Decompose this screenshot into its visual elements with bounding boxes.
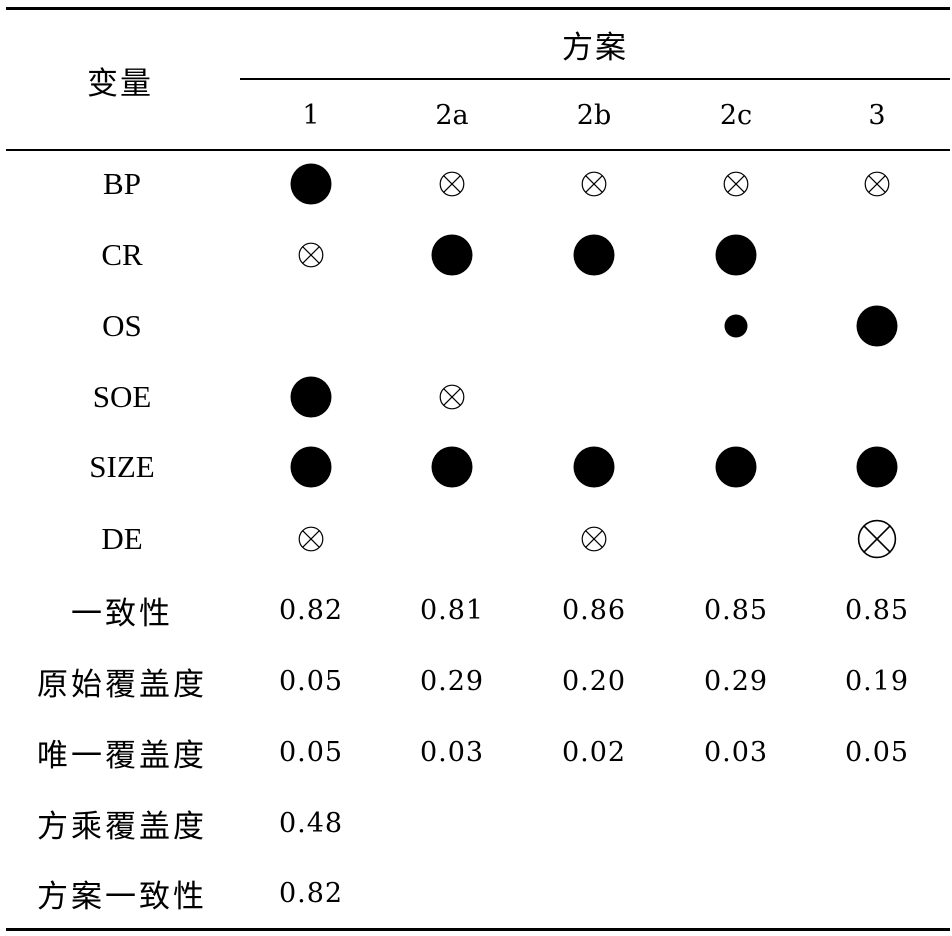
stat-value: 0.19 (844, 665, 910, 697)
core-present-icon (856, 305, 898, 347)
column-header-2a: 2a (435, 99, 469, 131)
peripheral-absent-icon (439, 384, 465, 410)
peripheral-absent-icon (581, 171, 607, 197)
core-present-icon (856, 446, 898, 488)
stat-value: 0.05 (844, 736, 910, 768)
core-present-icon (573, 446, 615, 488)
stat-value: 0.82 (278, 877, 344, 909)
stat-value: 0.48 (278, 807, 344, 839)
stat-label: 唯一覆盖度 (37, 737, 207, 773)
core-absent-icon (857, 519, 897, 559)
stat-value: 0.02 (561, 736, 627, 768)
core-present-icon (290, 446, 332, 488)
core-present-icon (290, 376, 332, 418)
column-header-1: 1 (302, 99, 320, 131)
row-label-bp: BP (103, 166, 141, 201)
peripheral-absent-icon (439, 171, 465, 197)
core-present-icon (715, 446, 757, 488)
peripheral-absent-icon (298, 242, 324, 268)
stat-value: 0.05 (278, 665, 344, 697)
stat-value: 0.85 (703, 594, 769, 626)
column-header-2b: 2b (576, 99, 612, 131)
stat-value: 0.20 (561, 665, 627, 697)
stat-label: 一致性 (71, 595, 173, 631)
peripheral-absent-icon (298, 526, 324, 552)
core-present-icon (715, 234, 757, 276)
core-present-icon (431, 234, 473, 276)
row-label-size: SIZE (89, 449, 155, 484)
stat-label: 原始覆盖度 (37, 666, 207, 702)
stat-value: 0.03 (419, 736, 485, 768)
core-present-icon (431, 446, 473, 488)
stat-value: 0.81 (419, 594, 485, 626)
header-bottom-rule (6, 149, 950, 151)
group-header-label: 方案 (562, 29, 628, 65)
stat-value: 0.03 (703, 736, 769, 768)
group-header-rule (240, 78, 950, 80)
row-label-de: DE (101, 521, 143, 556)
row-label-cr: CR (101, 237, 143, 272)
row-header-label: 变量 (87, 65, 153, 101)
stat-value: 0.86 (561, 594, 627, 626)
stat-value: 0.82 (278, 594, 344, 626)
core-present-icon (290, 163, 332, 205)
row-label-os: OS (102, 308, 142, 343)
peripheral-absent-icon (864, 171, 890, 197)
column-header-3: 3 (868, 99, 886, 131)
stat-label: 方案一致性 (37, 878, 207, 914)
core-present-icon (573, 234, 615, 276)
stat-value: 0.29 (419, 665, 485, 697)
stat-value: 0.05 (278, 736, 344, 768)
bottom-rule (6, 928, 950, 931)
peripheral-present-icon (724, 314, 748, 338)
stat-value: 0.85 (844, 594, 910, 626)
row-label-soe: SOE (92, 379, 152, 414)
stat-value: 0.29 (703, 665, 769, 697)
column-header-2c: 2c (719, 99, 753, 131)
top-rule (6, 7, 950, 10)
peripheral-absent-icon (581, 526, 607, 552)
stat-label: 方乘覆盖度 (37, 808, 207, 844)
peripheral-absent-icon (723, 171, 749, 197)
